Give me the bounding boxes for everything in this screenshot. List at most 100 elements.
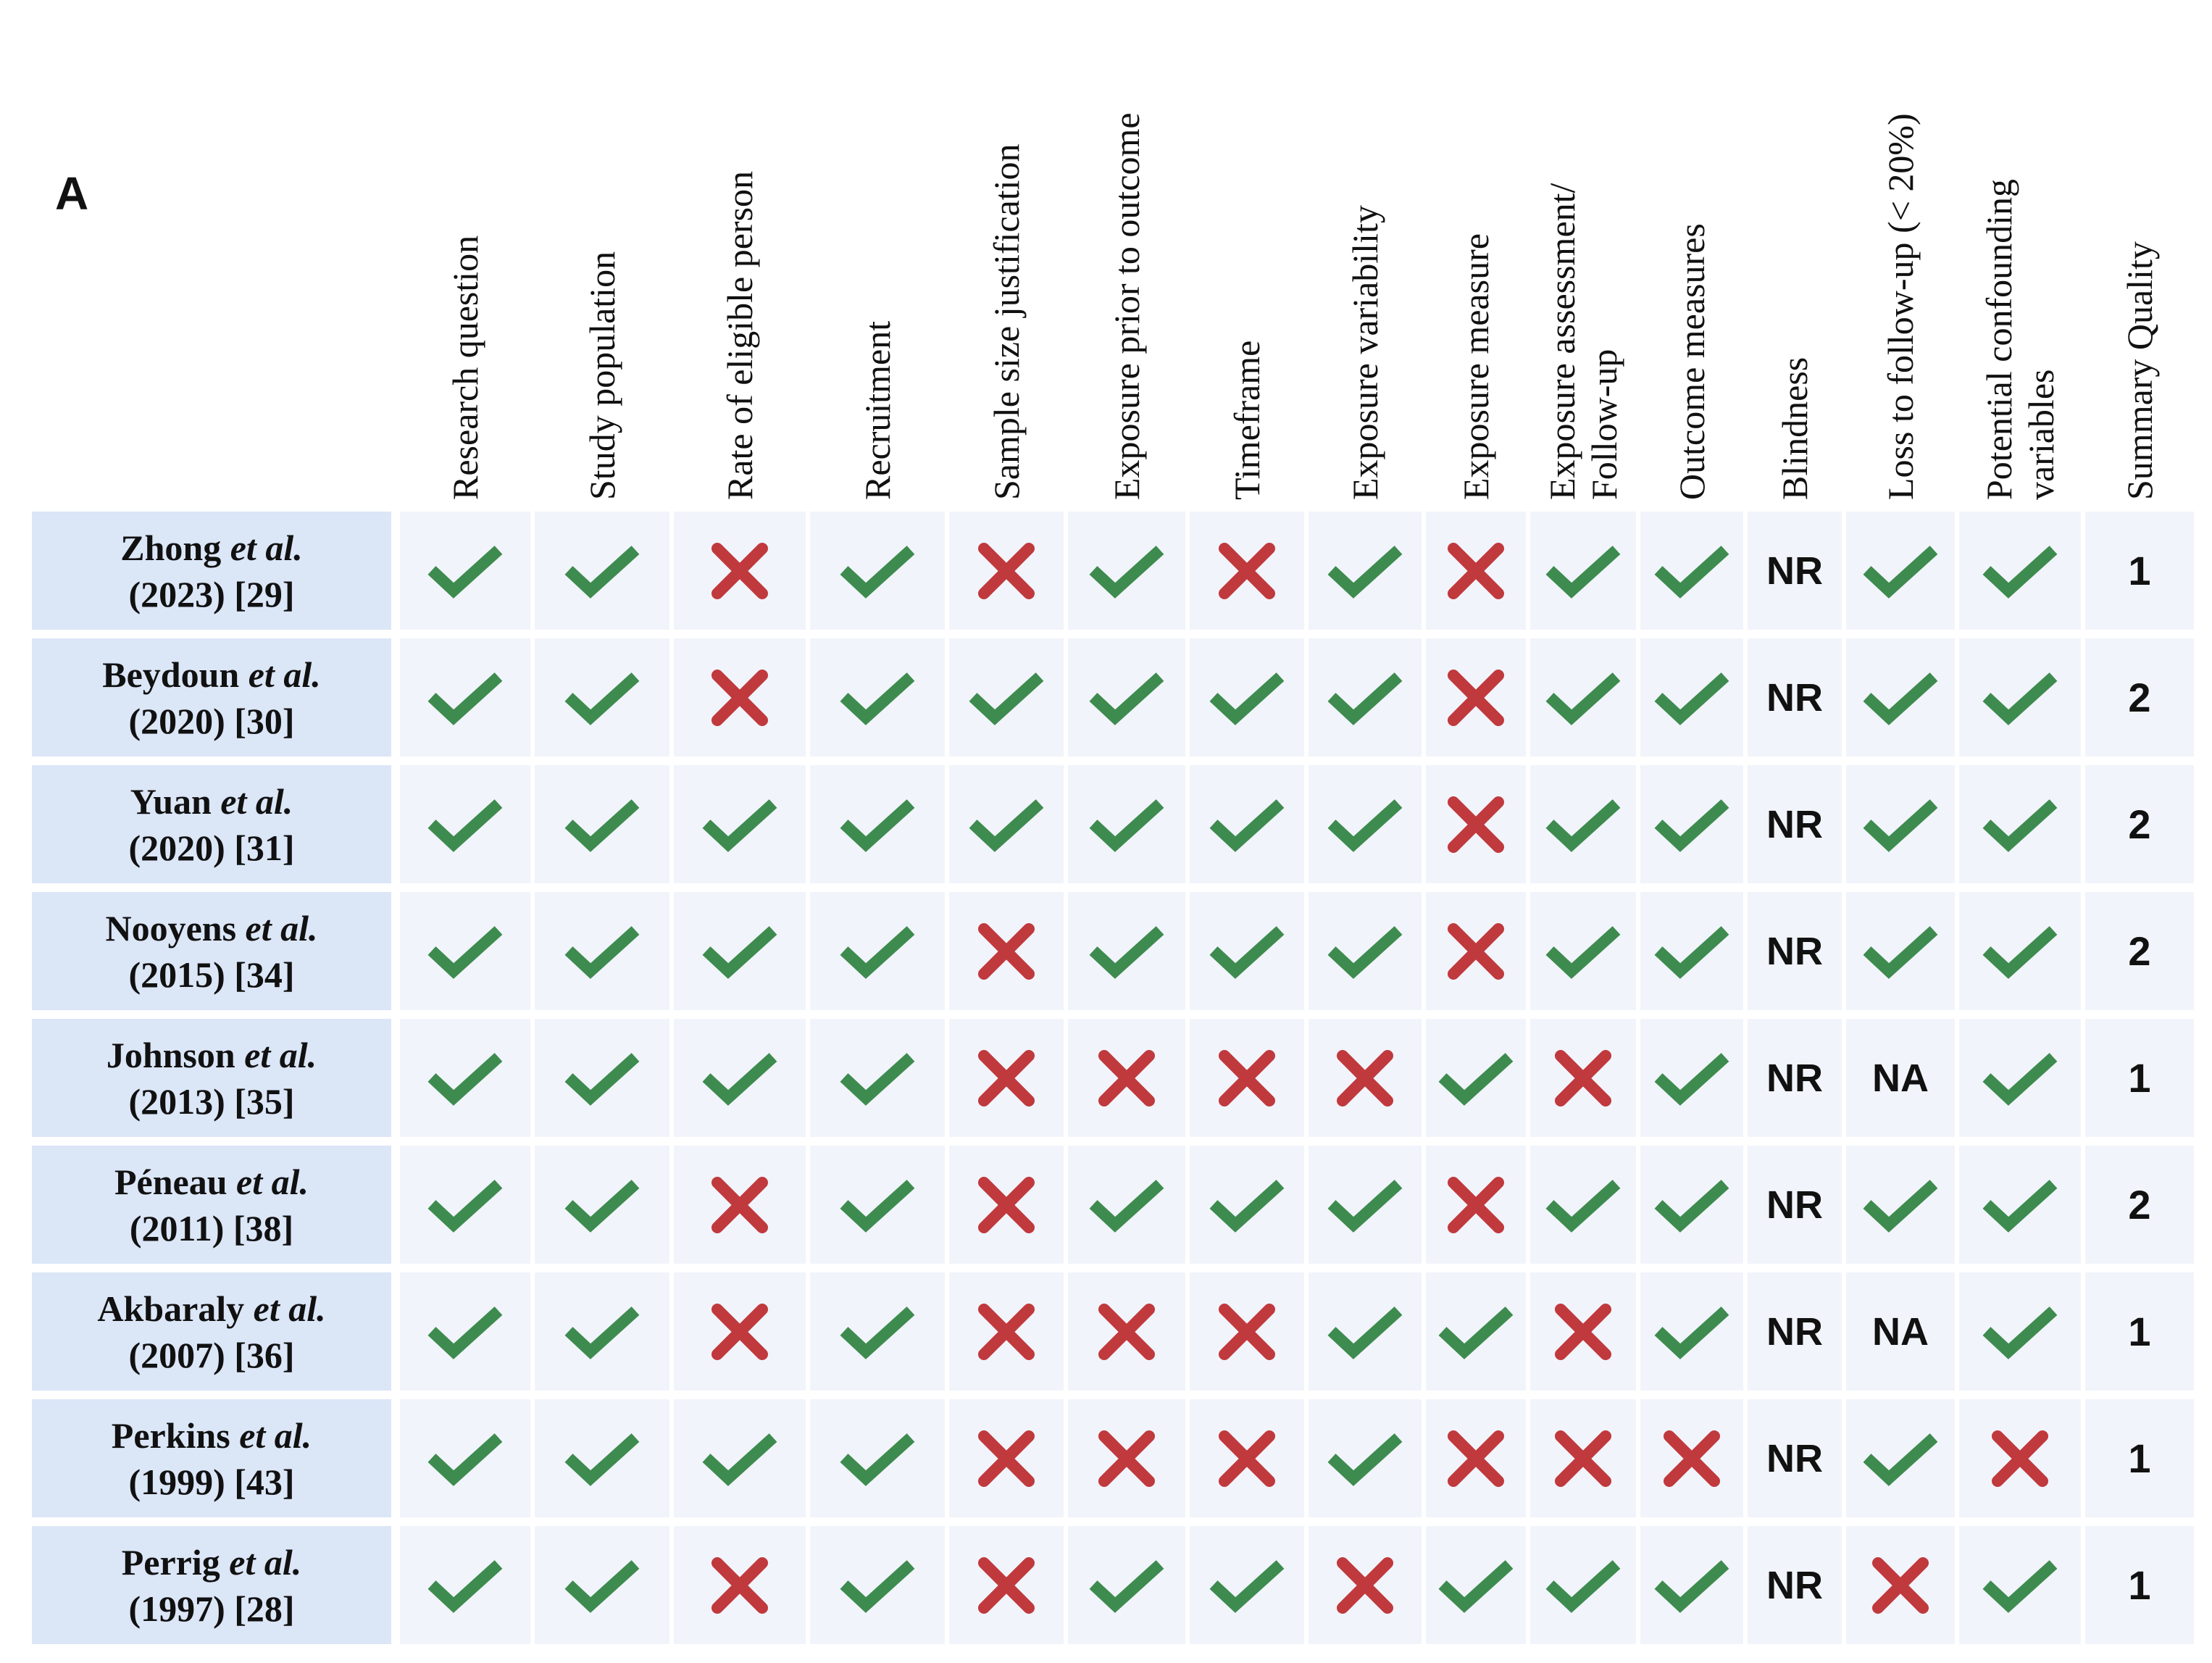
column-header-5: Sample size justification <box>985 143 1027 500</box>
summary-quality-score: 2 <box>2128 801 2151 847</box>
check-icon <box>1545 545 1621 599</box>
criterion-cell <box>1640 765 1743 883</box>
criterion-cell <box>1309 1272 1422 1391</box>
check-icon <box>1209 799 1285 852</box>
criterion-cell: NR <box>1748 1399 1842 1517</box>
column-header-7: Timeframe <box>1226 341 1268 500</box>
check-icon <box>1982 799 2058 852</box>
check-icon <box>1863 1433 1938 1486</box>
check-icon <box>1089 1559 1164 1613</box>
cross-icon <box>1555 1430 1611 1487</box>
check-icon <box>1654 925 1729 979</box>
check-icon <box>1327 925 1403 979</box>
column-header-2: Study population <box>581 251 623 500</box>
cross-icon <box>1448 542 1504 599</box>
criterion-cell <box>1309 1019 1422 1137</box>
criterion-cell <box>949 512 1064 630</box>
cross-icon <box>1219 1049 1275 1106</box>
study-author: Beydoun <box>102 654 249 695</box>
study-author: Perrig <box>121 1541 230 1583</box>
check-icon <box>1438 1052 1514 1106</box>
criterion-cell <box>1190 512 1304 630</box>
summary-quality-cell: 1 <box>2085 1399 2194 1517</box>
check-icon <box>1438 1306 1514 1359</box>
check-icon <box>564 672 640 725</box>
study-author: Péneau <box>114 1161 237 1202</box>
criterion-cell <box>535 1399 669 1517</box>
check-icon <box>1327 799 1403 852</box>
criterion-cell <box>810 512 945 630</box>
check-icon <box>1654 1306 1729 1359</box>
study-reference: (2023) [29] <box>128 573 295 614</box>
criterion-cell <box>810 892 945 1010</box>
cross-icon <box>1448 1430 1504 1487</box>
study-name-line: Beydoun et al. <box>102 651 320 698</box>
criterion-cell <box>810 638 945 757</box>
criterion-cell <box>674 1399 806 1517</box>
check-icon <box>427 672 503 725</box>
summary-quality-cell: 1 <box>2085 1526 2194 1644</box>
check-icon <box>1209 1179 1285 1233</box>
check-icon <box>1654 672 1729 725</box>
criterion-cell <box>1530 1526 1636 1644</box>
criterion-cell <box>1309 1146 1422 1264</box>
summary-quality-score: 1 <box>2128 548 2151 593</box>
study-reference: (2011) [38] <box>129 1207 294 1249</box>
check-icon <box>1089 545 1164 599</box>
summary-quality-cell: 2 <box>2085 892 2194 1010</box>
criterion-cell <box>1959 1399 2081 1517</box>
study-name-line: Yuan et al. <box>130 778 293 825</box>
summary-quality-cell: 1 <box>2085 1019 2194 1137</box>
column-header-1: Research question <box>444 236 486 500</box>
study-reference: (2020) [30] <box>128 700 295 741</box>
not-reported-label: NR <box>1766 1309 1823 1354</box>
criterion-cell <box>400 512 530 630</box>
criterion-cell <box>1068 512 1185 630</box>
study-name-line: Perkins et al. <box>112 1412 312 1459</box>
criterion-cell <box>1846 512 1955 630</box>
criterion-cell <box>400 892 530 1010</box>
cross-icon <box>1448 922 1504 980</box>
criterion-cell <box>1959 512 2081 630</box>
criterion-cell <box>1068 1272 1185 1391</box>
not-reported-label: NR <box>1766 675 1823 720</box>
check-icon <box>1982 1052 2058 1106</box>
check-icon <box>1327 672 1403 725</box>
criterion-cell <box>1426 638 1526 757</box>
criterion-cell <box>949 1146 1064 1264</box>
check-icon <box>564 1433 640 1486</box>
check-icon <box>564 1306 640 1359</box>
check-icon <box>1863 925 1938 979</box>
criterion-cell <box>949 1019 1064 1137</box>
criterion-cell <box>1530 638 1636 757</box>
check-icon <box>427 925 503 979</box>
summary-quality-score: 2 <box>2128 675 2151 720</box>
column-header-3: Rate of eligible person <box>719 171 761 500</box>
criterion-cell <box>949 1272 1064 1391</box>
summary-quality-cell: 2 <box>2085 765 2194 883</box>
column-header-line: Exposure measure <box>1456 233 1496 500</box>
cross-icon <box>1337 1049 1393 1106</box>
criterion-cell <box>535 1272 669 1391</box>
not-reported-label: NR <box>1766 929 1823 973</box>
summary-quality-score: 1 <box>2128 1309 2151 1354</box>
criterion-cell <box>400 1399 530 1517</box>
criterion-cell <box>674 1272 806 1391</box>
cross-icon <box>711 542 768 599</box>
check-icon <box>1982 545 2058 599</box>
summary-quality-cell: 1 <box>2085 1272 2194 1391</box>
study-name-line: Nooyens et al. <box>105 905 317 951</box>
study-author: Perkins <box>111 1414 240 1456</box>
check-icon <box>1545 799 1621 852</box>
criterion-cell <box>1190 638 1304 757</box>
criterion-cell <box>949 1399 1064 1517</box>
column-header-line: Exposure assessment/ <box>1542 183 1582 500</box>
criterion-cell <box>1846 1146 1955 1264</box>
cross-icon <box>711 1556 768 1614</box>
check-icon <box>427 1559 503 1613</box>
column-header-line: Research question <box>445 235 485 500</box>
criterion-cell <box>1190 1526 1304 1644</box>
check-icon <box>1863 1179 1938 1233</box>
criterion-cell <box>1846 1526 1955 1644</box>
criterion-cell <box>1068 1146 1185 1264</box>
